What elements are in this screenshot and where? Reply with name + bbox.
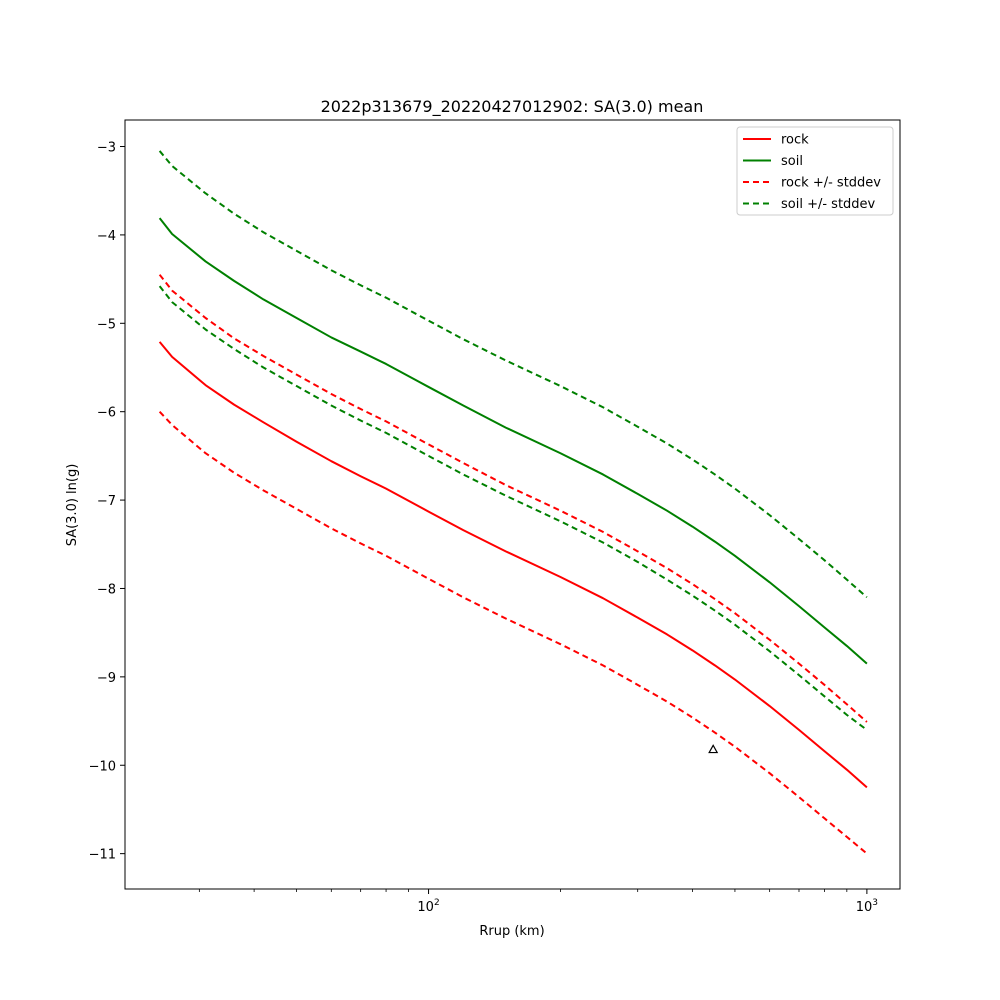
y-tick-label-2: −5 [97, 317, 116, 332]
x-axis: 102 103 [198, 889, 878, 915]
legend-box [736, 126, 894, 216]
x-tick-label-1: 103 [856, 898, 878, 915]
legend: rock soil rock +/- stddev soil +/- stddev [736, 126, 894, 216]
y-axis: −3 −4 −5 −6 −7 −8 −9 −10 −11 [89, 141, 125, 863]
y-tick-label-4: −7 [97, 494, 116, 509]
chart-title: 2022p313679_20220427012902: SA(3.0) mean [321, 97, 704, 117]
series-line-3 [158, 411, 868, 855]
x-axis-title: Rrup (km) [479, 924, 544, 939]
legend-label-1: soil [781, 154, 803, 169]
series-line-2 [158, 274, 868, 723]
legend-label-2: rock +/- stddev [781, 176, 881, 191]
y-tick-label-5: −8 [97, 582, 116, 597]
marker-observation [708, 744, 719, 754]
y-tick-label-3: −6 [97, 406, 116, 421]
series-line-0 [158, 341, 868, 789]
plot-lines [158, 150, 868, 855]
x-tick-label-0: 102 [417, 898, 439, 915]
y-tick-label-6: −9 [97, 671, 116, 686]
series-line-1 [158, 217, 868, 665]
y-tick-label-0: −3 [97, 141, 116, 156]
series-line-5 [158, 285, 868, 731]
y-tick-label-1: −4 [97, 229, 116, 244]
y-tick-label-7: −10 [89, 759, 116, 774]
axes-frame [124, 119, 901, 890]
y-tick-label-8: −11 [89, 848, 116, 863]
y-axis-title: SA(3.0) ln(g) [65, 464, 80, 547]
plot-markers [708, 744, 719, 754]
legend-label-3: soil +/- stddev [781, 197, 876, 212]
legend-label-0: rock [781, 133, 809, 148]
